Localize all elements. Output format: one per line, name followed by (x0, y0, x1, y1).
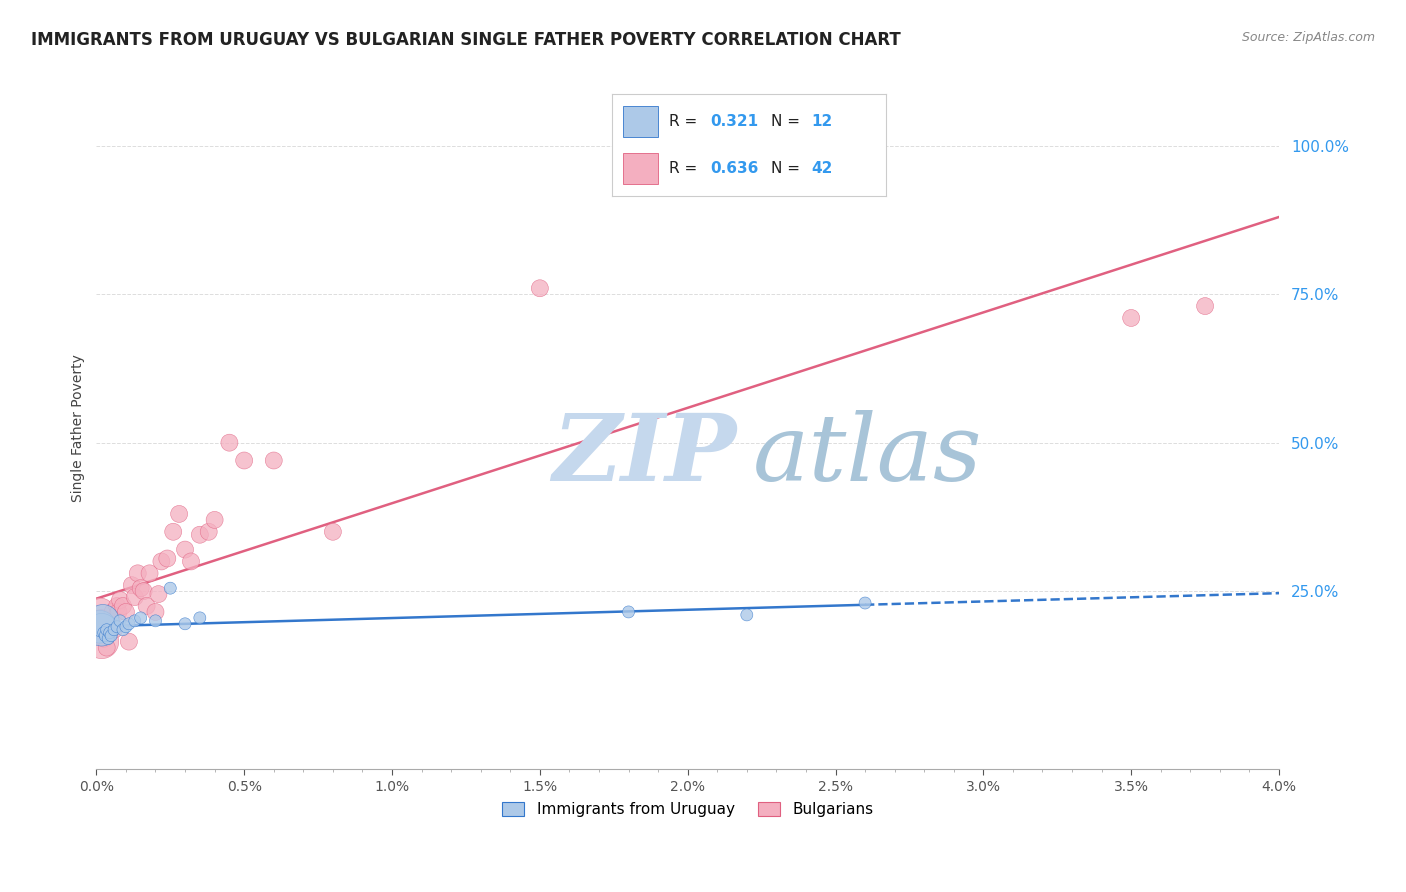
Point (105, 599, 128, 613)
Point (129, 581, 152, 595)
Point (107, 605, 129, 619)
Point (233, 453, 256, 467)
Bar (623, 153, 658, 184)
Text: IMMIGRANTS FROM URUGUAY VS BULGARIAN SINGLE FATHER POVERTY CORRELATION CHART: IMMIGRANTS FROM URUGUAY VS BULGARIAN SIN… (31, 31, 901, 49)
Point (197, 524, 219, 539)
Text: N =: N = (770, 161, 804, 176)
Point (89, 607, 111, 622)
Point (124, 614, 146, 628)
Point (188, 527, 211, 541)
Text: N =: N = (770, 114, 804, 128)
Point (111, 599, 134, 613)
Point (145, 605, 167, 619)
Point (98, 620, 121, 634)
Point (98, 625, 121, 640)
Point (145, 614, 167, 628)
Point (103, 623, 125, 637)
Text: R =: R = (669, 114, 703, 128)
Point (118, 616, 141, 631)
Point (735, 607, 758, 622)
Point (91, 629, 114, 643)
Text: ZIP: ZIP (551, 410, 735, 500)
Text: 0.636: 0.636 (710, 161, 759, 176)
Point (89, 620, 111, 634)
Text: 0.321: 0.321 (710, 114, 758, 128)
Point (93, 625, 115, 640)
Text: 12: 12 (811, 114, 832, 128)
Point (180, 554, 202, 568)
Point (263, 453, 285, 467)
Point (108, 593, 131, 607)
Point (94, 629, 117, 643)
Point (94, 625, 117, 640)
Point (121, 578, 143, 592)
Point (97, 632, 120, 646)
Point (617, 605, 640, 619)
Text: R =: R = (669, 161, 703, 176)
Point (90, 620, 112, 634)
Point (127, 566, 149, 581)
Point (124, 590, 146, 604)
Point (101, 605, 124, 619)
Legend: Immigrants from Uruguay, Bulgarians: Immigrants from Uruguay, Bulgarians (495, 796, 880, 823)
Text: Source: ZipAtlas.com: Source: ZipAtlas.com (1241, 31, 1375, 45)
Point (103, 623, 125, 637)
Point (322, 524, 344, 539)
Point (111, 623, 134, 637)
Point (150, 554, 173, 568)
Point (204, 513, 226, 527)
Point (135, 599, 157, 613)
Point (129, 611, 152, 625)
Point (853, 596, 876, 610)
Point (100, 629, 122, 643)
Point (97, 616, 120, 631)
Point (174, 616, 197, 631)
Point (162, 524, 184, 539)
Point (218, 435, 240, 450)
Point (529, 281, 551, 295)
Point (159, 581, 181, 595)
Point (115, 620, 138, 634)
Point (188, 611, 211, 625)
Point (174, 542, 197, 557)
Point (96, 623, 118, 637)
Text: 42: 42 (811, 161, 834, 176)
Y-axis label: Single Father Poverty: Single Father Poverty (72, 354, 86, 502)
Point (108, 614, 131, 628)
Bar (623, 106, 658, 136)
Point (90, 634, 112, 648)
Point (167, 507, 190, 521)
Point (96, 640, 118, 655)
Text: atlas: atlas (752, 410, 983, 500)
Point (93, 632, 115, 646)
Point (105, 620, 128, 634)
Point (118, 634, 141, 648)
Point (115, 605, 138, 619)
Point (156, 551, 179, 566)
Point (90, 623, 112, 637)
Point (91, 614, 114, 628)
Point (148, 587, 170, 601)
Point (138, 566, 160, 581)
Point (132, 584, 155, 599)
Point (1194, 299, 1216, 313)
Point (1121, 310, 1143, 325)
